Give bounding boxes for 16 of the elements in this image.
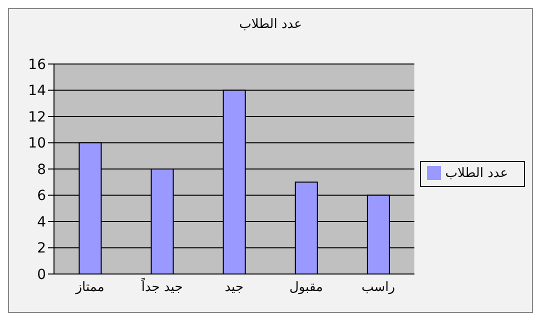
y-tick-label: 8 — [37, 162, 46, 178]
x-tick-label: جيد — [224, 280, 244, 296]
x-tick-label: جيد جداً — [140, 277, 183, 296]
y-tick-label: 12 — [28, 109, 46, 126]
y-tick-label: 2 — [37, 240, 46, 257]
y-tick-label: 4 — [37, 214, 46, 230]
y-tick-label: 6 — [37, 188, 46, 204]
x-tick-label: راسب — [361, 280, 396, 296]
y-tick-label: 14 — [28, 83, 46, 100]
x-tick-label: مقبول — [289, 280, 323, 296]
y-tick-label: 10 — [28, 136, 46, 152]
y-tick-label: 16 — [28, 56, 46, 73]
y-tick-label: 0 — [37, 266, 46, 283]
legend-label: عدد الطلاب — [445, 166, 508, 181]
chart-title: عدد الطلاب — [238, 16, 303, 34]
x-tick-label: ممتاز — [74, 280, 104, 296]
